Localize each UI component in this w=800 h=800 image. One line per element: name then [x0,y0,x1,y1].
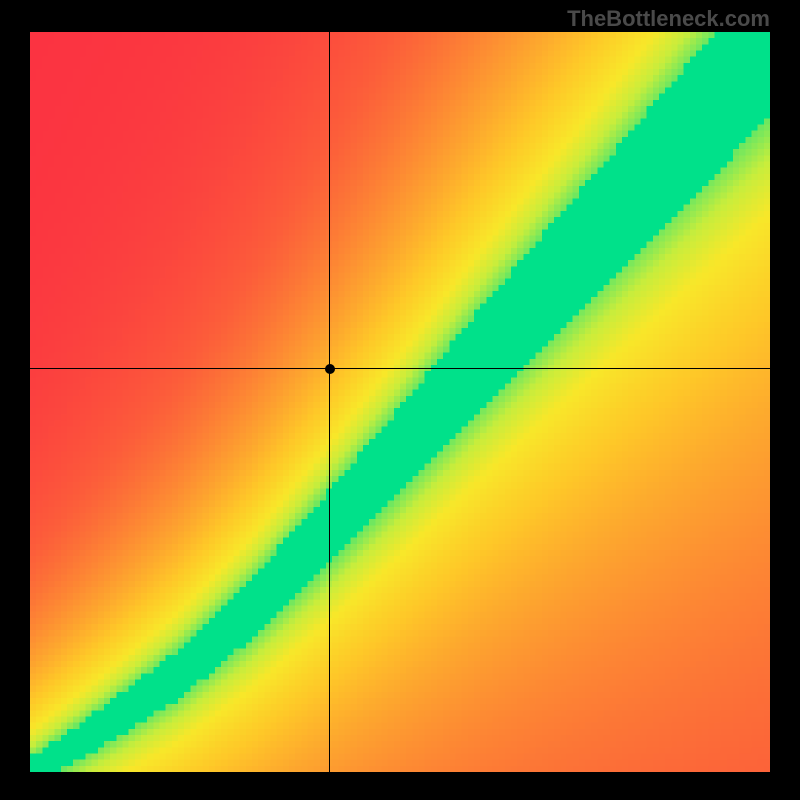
watermark-text: TheBottleneck.com [567,6,770,32]
heatmap-canvas [30,32,770,772]
crosshair-horizontal [30,368,770,369]
crosshair-vertical [329,32,330,772]
chart-container: TheBottleneck.com [0,0,800,800]
marker-point [325,364,335,374]
